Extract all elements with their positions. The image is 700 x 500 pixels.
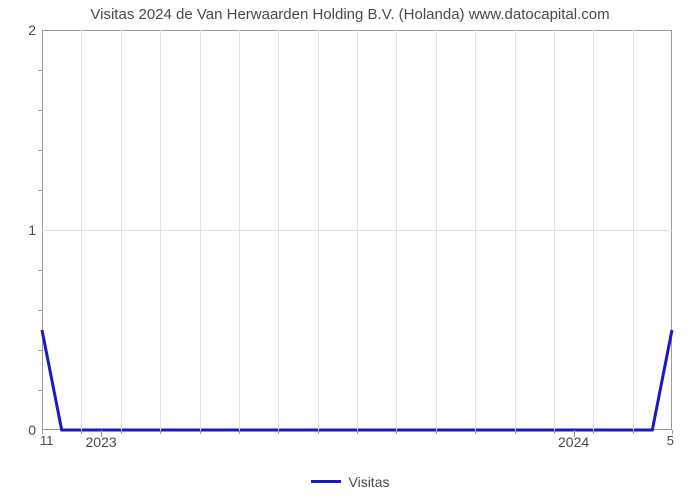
grid-v [239, 30, 240, 430]
grid-v [436, 30, 437, 430]
y-minor-tick [38, 190, 42, 191]
x-minor-tick [239, 430, 240, 434]
grid-v [515, 30, 516, 430]
x-major-tick [101, 430, 102, 437]
grid-v [121, 30, 122, 430]
legend-swatch [311, 480, 341, 483]
grid-v [81, 30, 82, 430]
x-minor-tick [554, 430, 555, 434]
y-minor-tick [38, 390, 42, 391]
grid-v [357, 30, 358, 430]
plot-area: 01220232024115 [42, 30, 672, 430]
x-minor-tick [515, 430, 516, 434]
x-minor-tick [200, 430, 201, 434]
x-minor-tick [633, 430, 634, 434]
x-minor-tick [436, 430, 437, 434]
legend: Visitas [0, 470, 700, 490]
x-minor-tick [357, 430, 358, 434]
y-minor-tick [38, 350, 42, 351]
x-minor-tick [160, 430, 161, 434]
x-minor-tick [278, 430, 279, 434]
x-minor-tick [81, 430, 82, 434]
grid-v [593, 30, 594, 430]
y-minor-tick [38, 150, 42, 151]
grid-v [475, 30, 476, 430]
y-tick-label: 2 [28, 22, 36, 38]
legend-label: Visitas [349, 474, 390, 490]
x-minor-tick [475, 430, 476, 434]
grid-v [278, 30, 279, 430]
y-minor-tick [38, 270, 42, 271]
x-major-tick [574, 430, 575, 437]
x-minor-tick [121, 430, 122, 434]
y-minor-tick [38, 110, 42, 111]
grid-v [554, 30, 555, 430]
y-minor-tick [38, 310, 42, 311]
grid-v [160, 30, 161, 430]
y-minor-tick [38, 70, 42, 71]
x-minor-tick [318, 430, 319, 434]
grid-v [633, 30, 634, 430]
x-minor-tick [593, 430, 594, 434]
y-tick-label: 1 [28, 222, 36, 238]
x-minor-tick [396, 430, 397, 434]
grid-v [200, 30, 201, 430]
grid-v [396, 30, 397, 430]
grid-v [318, 30, 319, 430]
corner-label-right: 5 [667, 433, 674, 448]
corner-label-left: 11 [40, 433, 54, 448]
y-tick-label: 0 [28, 422, 36, 438]
chart-title: Visitas 2024 de Van Herwaarden Holding B… [0, 6, 700, 23]
legend-item-visitas: Visitas [311, 474, 390, 490]
